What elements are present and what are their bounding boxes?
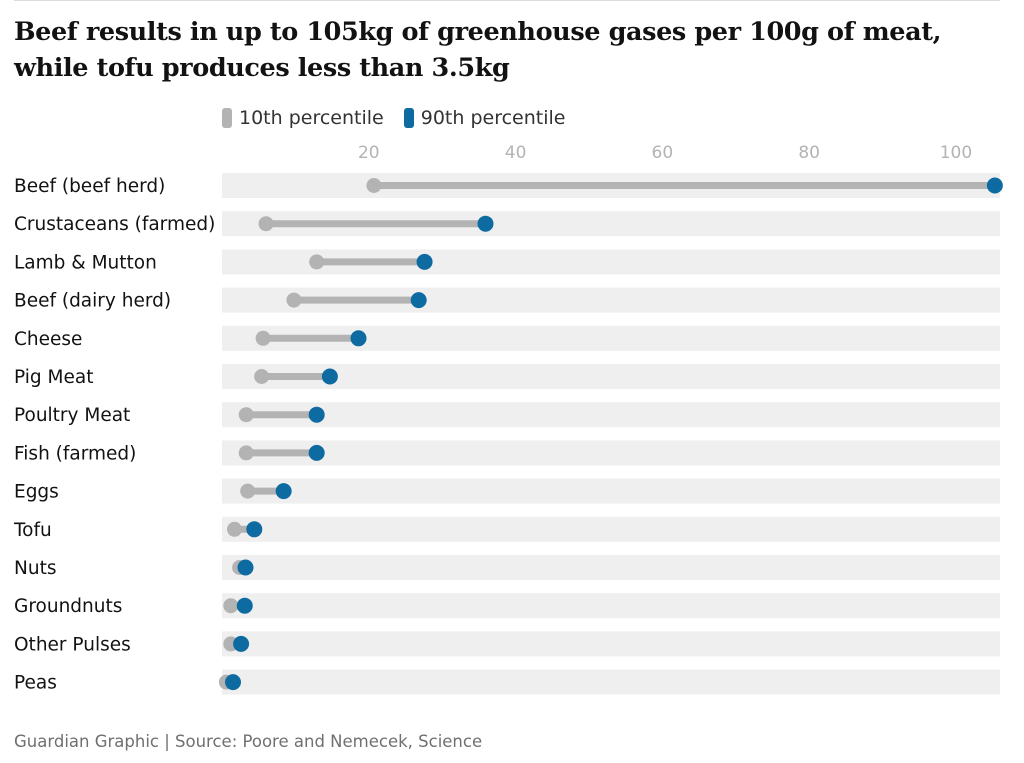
- category-label: Fish (farmed): [14, 443, 136, 464]
- legend-label-p90: 90th percentile: [420, 107, 566, 129]
- category-label: Beef (beef herd): [14, 176, 165, 197]
- source-credit: Guardian Graphic | Source: Poore and Nem…: [14, 732, 483, 751]
- dot-p10: [226, 521, 242, 537]
- legend-item-p10: 10th percentile: [222, 107, 384, 129]
- top-rule: [14, 0, 1000, 1]
- row-band: [222, 440, 1000, 466]
- legend-swatch-p10: [222, 108, 232, 128]
- category-label: Eggs: [14, 482, 59, 503]
- dot-p10: [238, 407, 254, 423]
- legend-item-p90: 90th percentile: [403, 107, 566, 129]
- row-band: [222, 669, 1000, 695]
- chart-title: Beef results in up to 105kg of greenhous…: [14, 17, 942, 83]
- dot-p90: [986, 177, 1003, 194]
- dot-p90: [410, 292, 427, 309]
- category-label: Beef (dairy herd): [14, 291, 171, 312]
- dot-p10: [286, 292, 302, 308]
- category-label: Poultry Meat: [14, 405, 130, 426]
- legend-swatch-p90: [403, 108, 414, 128]
- dot-p10: [240, 483, 256, 499]
- dot-p90: [246, 521, 263, 538]
- dot-p90: [477, 215, 494, 232]
- dot-p90: [308, 406, 325, 423]
- x-tick-label: 80: [798, 143, 820, 163]
- category-label: Lamb & Mutton: [14, 252, 157, 273]
- category-label: Pig Meat: [14, 367, 93, 388]
- x-tick-label: 20: [358, 143, 380, 163]
- dot-p90: [236, 597, 253, 614]
- row-band: [222, 364, 1000, 389]
- dot-p90: [416, 253, 433, 270]
- dot-p10: [255, 330, 271, 346]
- dot-p90: [233, 635, 250, 652]
- dot-p90: [321, 368, 338, 385]
- dot-p90: [237, 559, 254, 576]
- category-label: Groundnuts: [14, 596, 122, 617]
- row-band: [222, 631, 1000, 657]
- dot-p10: [366, 178, 382, 193]
- dot-p10: [238, 445, 254, 461]
- category-label: Tofu: [13, 520, 52, 541]
- dot-p90: [225, 674, 242, 691]
- dot-p90: [275, 483, 292, 500]
- dot-p10: [309, 254, 325, 270]
- x-tick-label: 40: [505, 143, 527, 163]
- x-tick-label: 100: [940, 143, 972, 163]
- category-label: Other Pulses: [14, 634, 131, 655]
- category-label: Cheese: [14, 329, 82, 350]
- dot-p10: [254, 369, 270, 384]
- category-label: Crustaceans (farmed): [14, 214, 215, 235]
- row-band: [222, 478, 1000, 504]
- dot-p10: [258, 216, 274, 232]
- row-band: [222, 516, 1000, 542]
- row-band: [222, 402, 1000, 428]
- dot-p90: [308, 444, 325, 461]
- x-tick-label: 60: [652, 143, 674, 163]
- legend-label-p10: 10th percentile: [239, 107, 384, 129]
- category-label: Nuts: [14, 558, 56, 579]
- legend: 10th percentile 90th percentile: [222, 106, 585, 130]
- row-band: [222, 593, 1000, 619]
- row-band: [222, 555, 1000, 580]
- category-label: Peas: [14, 673, 57, 694]
- dot-p90: [350, 330, 367, 347]
- dot-p10: [223, 598, 239, 614]
